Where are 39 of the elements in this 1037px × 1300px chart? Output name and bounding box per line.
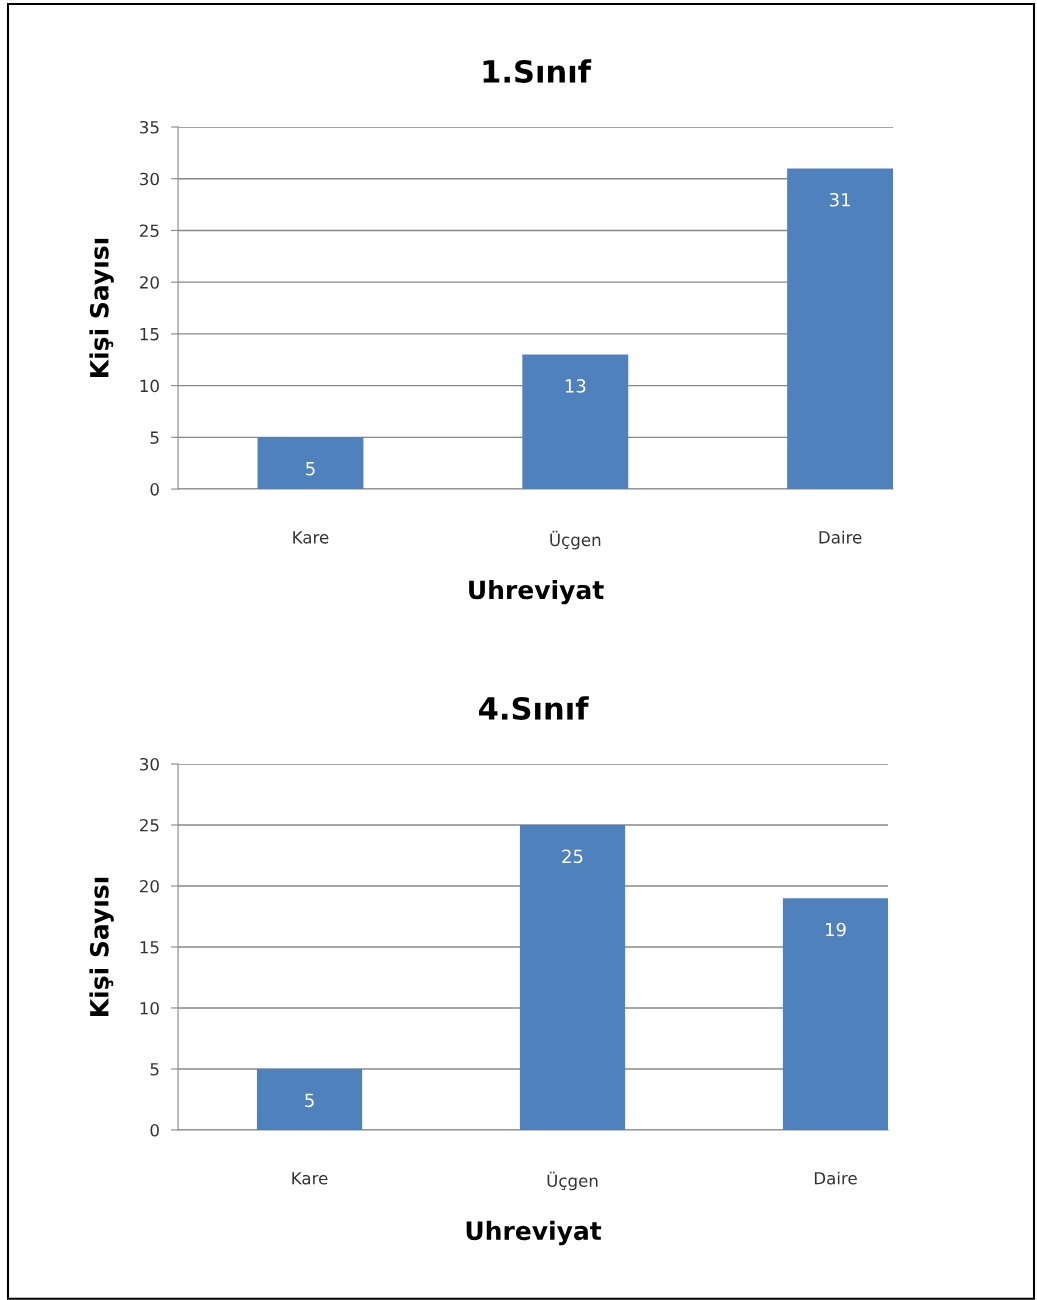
data-label: 19 [825, 922, 846, 937]
x-tick-label: Kare [293, 531, 329, 544]
data-label: 13 [565, 379, 586, 393]
y-tick-label: 30 [140, 757, 159, 771]
y-axis-title: Kişi Sayısı [89, 877, 114, 1016]
y-axis-title: Kişi Sayısı [89, 238, 114, 377]
chart-title: 1.Sınıf [483, 59, 592, 83]
y-tick-label: 30 [140, 172, 159, 186]
y-tick-label: 35 [140, 120, 159, 134]
x-tick-label: Daire [819, 530, 862, 544]
x-axis-title: Uhreviyat [466, 1220, 602, 1246]
y-tick-label: 25 [140, 818, 159, 832]
y-tick-label: 0 [150, 483, 159, 496]
x-axis-title: Uhreviyat [469, 579, 604, 605]
bar [787, 168, 894, 490]
bar [522, 354, 629, 490]
x-tick-label: Üçgen [550, 530, 601, 550]
x-tick-label: Üçgen [547, 1171, 598, 1191]
bar [257, 437, 364, 490]
y-tick-label: 10 [140, 1001, 159, 1015]
bar [782, 898, 889, 1130]
data-label: 5 [306, 462, 315, 476]
x-tick-label: Daire [814, 1171, 857, 1185]
y-tick-label: 15 [140, 328, 159, 341]
y-tick-label: 15 [140, 941, 159, 954]
y-tick-label: 5 [150, 1063, 159, 1076]
y-tick-label: 20 [140, 879, 159, 893]
y-tick-label: 10 [140, 379, 159, 393]
y-tick-label: 25 [140, 224, 159, 238]
chart-title: 4.Sınıf [479, 696, 589, 720]
y-tick-label: 5 [150, 431, 159, 444]
data-label: 31 [829, 192, 850, 207]
bar [519, 825, 626, 1130]
y-tick-label: 0 [150, 1123, 159, 1137]
data-label: 25 [562, 849, 583, 864]
bar [256, 1068, 363, 1130]
x-tick-label: Kare [292, 1172, 328, 1185]
data-label: 5 [305, 1093, 314, 1108]
y-tick-label: 20 [140, 276, 159, 289]
